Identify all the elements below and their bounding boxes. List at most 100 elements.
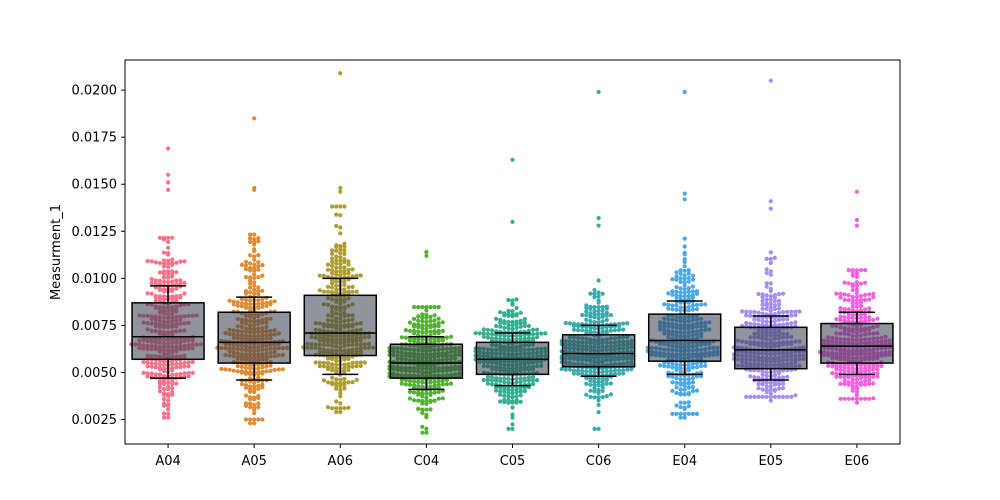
swarm-point-e04	[694, 302, 700, 307]
swarm-point-a06	[342, 241, 347, 246]
swarm-point-c05	[514, 387, 519, 392]
swarm-point-c04	[424, 315, 429, 320]
swarm-point-e06	[854, 275, 860, 280]
swarm-point-c06	[608, 369, 614, 374]
swarm-point-a05	[243, 385, 249, 390]
swarm-point-c06	[596, 89, 601, 95]
swarm-point-c05	[522, 320, 527, 325]
swarm-point-a06	[350, 289, 355, 294]
swarm-point-e06	[871, 396, 876, 401]
swarm-point-a04	[190, 359, 195, 365]
swarm-point-a05	[260, 297, 265, 302]
swarm-point-c05	[510, 302, 515, 307]
swarm-point-a05	[256, 275, 261, 280]
swarm-point-c05	[514, 322, 519, 327]
swarm-point-a06	[342, 357, 347, 362]
swarm-point-c04	[432, 339, 437, 344]
swarm-point-a06	[338, 269, 343, 274]
swarm-point-a04	[186, 360, 191, 365]
swarm-point-e06	[858, 308, 864, 313]
swarm-point-e06	[854, 386, 860, 391]
swarm-point-c04	[428, 329, 433, 334]
swarm-point-c05	[489, 378, 495, 383]
swarm-point-e06	[863, 292, 868, 298]
swarm-point-a04	[166, 403, 171, 408]
swarm-point-c05	[518, 380, 523, 385]
swarm-point-a05	[256, 401, 261, 406]
swarm-point-a04	[145, 291, 150, 296]
swarm-point-a06	[317, 364, 322, 369]
swarm-point-a05	[248, 275, 253, 280]
swarm-point-a04	[170, 359, 175, 364]
swarm-point-e06	[854, 290, 860, 296]
swarm-point-e04	[686, 411, 691, 416]
swarm-point-c06	[563, 367, 568, 372]
swarm-point-e04	[678, 308, 683, 313]
swarm-point-a06	[334, 399, 339, 404]
swarm-point-a06	[330, 362, 335, 367]
swarm-point-c04	[420, 305, 425, 310]
swarm-point-c06	[612, 328, 618, 333]
swarm-point-a04	[166, 272, 171, 277]
swarm-point-e06	[858, 366, 864, 371]
swarm-point-a05	[239, 382, 244, 387]
swarm-point-c04	[416, 314, 421, 319]
swarm-point-e06	[838, 364, 843, 370]
swarm-point-a04	[145, 259, 150, 264]
swarm-point-a05	[256, 371, 261, 376]
x-tick-label: A05	[241, 454, 266, 469]
swarm-point-c06	[608, 328, 614, 333]
swarm-point-c05	[506, 337, 511, 342]
swarm-point-e06	[850, 312, 855, 317]
swarm-point-c05	[518, 389, 523, 394]
swarm-point-e05	[760, 298, 765, 303]
swarm-point-c06	[580, 328, 585, 333]
swarm-point-c06	[584, 376, 589, 381]
swarm-point-a05	[248, 236, 253, 241]
swarm-point-c06	[584, 317, 589, 322]
swarm-point-c05	[514, 305, 519, 311]
swarm-point-a05	[227, 298, 232, 303]
swarm-point-e06	[850, 288, 855, 293]
swarm-point-a05	[252, 421, 257, 426]
swarm-point-c05	[485, 327, 490, 332]
swarm-point-e04	[678, 377, 683, 382]
swarm-point-a06	[338, 247, 343, 252]
swarm-point-a05	[243, 297, 249, 303]
swarm-point-e06	[846, 268, 851, 273]
swarm-point-e05	[760, 294, 765, 300]
swarm-point-c04	[436, 305, 441, 310]
swarm-point-a05	[243, 263, 249, 268]
swarm-point-e06	[867, 297, 872, 302]
swarm-point-e04	[678, 279, 683, 284]
swarm-point-e04	[682, 273, 687, 278]
swarm-point-e05	[793, 309, 798, 314]
swarm-point-a04	[161, 369, 167, 374]
swarm-point-c05	[506, 313, 511, 318]
swarm-point-a06	[325, 284, 331, 289]
swarm-point-e04	[674, 303, 679, 308]
swarm-point-a05	[239, 304, 244, 309]
swarm-point-e06	[834, 367, 839, 372]
swarm-point-e06	[842, 315, 847, 320]
swarm-point-c04	[428, 392, 433, 397]
swarm-point-c04	[436, 338, 441, 343]
box-a06	[303, 294, 378, 357]
swarm-point-c05	[522, 385, 527, 390]
swarm-point-e05	[764, 384, 769, 389]
swarm-point-e05	[756, 317, 761, 322]
swarm-point-e04	[662, 363, 667, 369]
swarm-point-a06	[342, 251, 347, 257]
swarm-point-a06	[330, 259, 335, 265]
swarm-point-e04	[682, 191, 687, 196]
swarm-point-e06	[858, 315, 864, 320]
swarm-point-e05	[768, 308, 773, 313]
swarm-point-a04	[170, 288, 175, 293]
swarm-point-c05	[530, 375, 536, 380]
swarm-point-c04	[412, 379, 417, 384]
swarm-point-a05	[272, 367, 277, 373]
swarm-point-e05	[776, 371, 782, 376]
swarm-point-c06	[588, 314, 593, 319]
swarm-point-c06	[621, 368, 626, 373]
swarm-point-e04	[686, 385, 691, 390]
